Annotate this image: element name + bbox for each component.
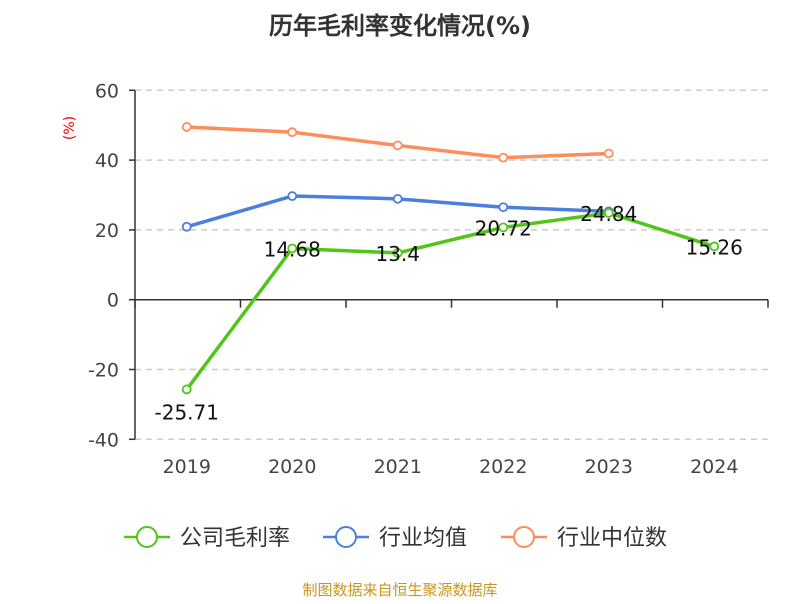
data-label: 13.4: [375, 242, 420, 266]
legend-marker-icon: [136, 526, 158, 548]
data-point: [181, 122, 192, 132]
data-label: 15.26: [686, 235, 743, 259]
legend-label: 公司毛利率: [180, 526, 290, 551]
data-point: [498, 202, 509, 213]
data-label: 14.68: [264, 237, 321, 261]
series-line: [185, 211, 715, 391]
data-point: [603, 148, 614, 159]
data-point: [287, 191, 298, 201]
data-point: [181, 221, 192, 232]
data-label: -25.71: [155, 400, 219, 424]
legend-marker-icon: [335, 526, 357, 548]
chart-title: 历年毛利率变化情况(%): [269, 12, 531, 40]
legend-marker-icon: [513, 526, 535, 548]
y-tick-label: 0: [107, 290, 119, 312]
data-point: [709, 241, 720, 252]
x-tick-label: 2023: [585, 456, 633, 478]
data-point: [287, 243, 298, 254]
source-note: 制图数据来自恒生聚源数据库: [302, 581, 497, 599]
data-label: 24.84: [580, 202, 637, 226]
x-tick-label: 2019: [163, 456, 211, 478]
legend-label: 行业中位数: [557, 526, 667, 551]
x-tick-label: 2024: [690, 456, 738, 478]
y-tick-label: 40: [95, 150, 119, 172]
y-tick-label: 20: [95, 220, 119, 242]
data-point: [498, 222, 509, 233]
y-tick-label: -40: [88, 429, 119, 451]
y-tick-label: 60: [95, 80, 119, 102]
legend-label: 行业均值: [379, 526, 467, 551]
x-tick-label: 2022: [479, 456, 527, 478]
data-point: [498, 152, 509, 163]
data-point: [181, 384, 192, 395]
data-point: [287, 127, 298, 138]
data-label: 20.72: [475, 216, 532, 240]
data-point: [392, 248, 403, 258]
data-point: [392, 193, 403, 204]
x-tick-label: 2020: [268, 456, 316, 478]
data-point: [392, 140, 403, 151]
y-tick-label: -20: [88, 360, 119, 382]
data-point: [603, 208, 614, 218]
x-tick-label: 2021: [374, 456, 422, 478]
y-axis-label: (%): [62, 116, 78, 140]
